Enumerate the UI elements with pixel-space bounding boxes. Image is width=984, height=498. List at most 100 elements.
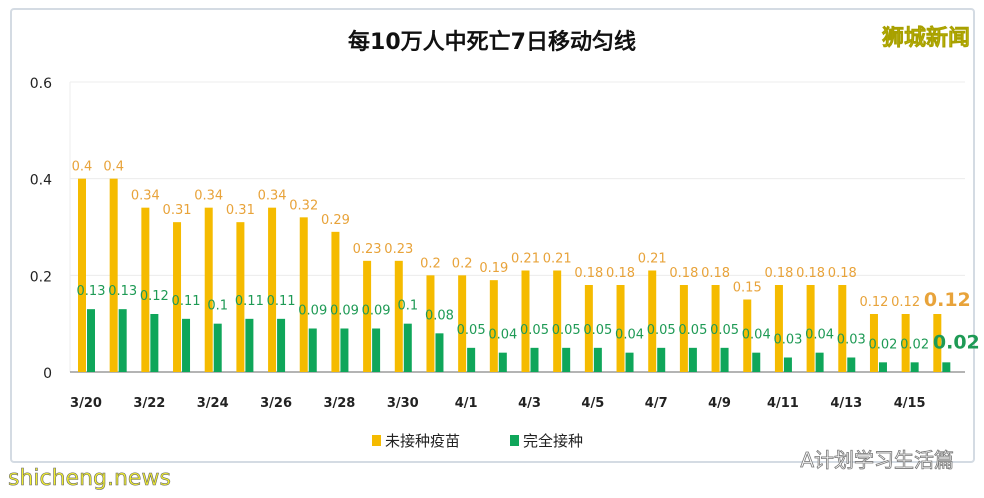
- x-tick-label: 3/20: [70, 396, 102, 411]
- bar-vaccinated: [878, 362, 887, 372]
- bar-vaccinated: [910, 362, 919, 372]
- data-label: 0.21: [511, 252, 540, 267]
- bar-unvaccinated: [141, 207, 150, 372]
- legend: 未接种疫苗 完全接种: [372, 430, 583, 451]
- data-label: 0.12: [924, 289, 971, 311]
- y-tick-label: 0.6: [30, 76, 52, 92]
- chart-frame: [10, 8, 975, 463]
- bar-vaccinated: [340, 328, 349, 372]
- bar-unvaccinated: [236, 222, 245, 372]
- y-tick-label: 0: [43, 366, 52, 382]
- legend-label: 未接种疫苗: [385, 432, 461, 450]
- bar-unvaccinated: [489, 280, 498, 372]
- bar-vaccinated: [720, 347, 729, 372]
- bar-unvaccinated: [711, 285, 720, 372]
- data-label: 0.23: [353, 242, 382, 257]
- data-label: 0.12: [140, 289, 169, 304]
- x-tick-label: 4/15: [894, 396, 926, 411]
- data-label: 0.02: [900, 337, 929, 352]
- legend-item-vaccinated: 完全接种: [510, 430, 583, 451]
- data-label: 0.09: [330, 304, 359, 319]
- data-label: 0.13: [108, 284, 137, 299]
- data-label: 0.31: [163, 203, 192, 218]
- bar-unvaccinated: [933, 314, 942, 372]
- bar-unvaccinated: [109, 178, 118, 372]
- bar-unvaccinated: [553, 270, 562, 372]
- data-label: 0.18: [701, 266, 730, 281]
- legend-label: 完全接种: [523, 432, 584, 450]
- bar-vaccinated: [245, 318, 254, 372]
- data-label: 0.04: [488, 328, 517, 343]
- bar-vaccinated: [87, 309, 95, 372]
- data-label: 0.05: [583, 323, 612, 338]
- x-tick-label: 3/22: [133, 396, 165, 411]
- bar-vaccinated: [593, 347, 602, 372]
- bar-unvaccinated: [806, 285, 815, 372]
- data-label: 0.1: [397, 299, 418, 314]
- data-label: 0.02: [933, 331, 980, 353]
- bar-vaccinated: [657, 347, 666, 372]
- bar-vaccinated: [625, 352, 634, 372]
- data-label: 0.03: [773, 333, 802, 348]
- data-label: 0.34: [194, 189, 223, 204]
- x-tick-label: 3/28: [323, 396, 355, 411]
- wechat-watermark: A计划学习生活篇: [800, 448, 954, 473]
- bar-unvaccinated: [458, 275, 467, 372]
- x-tick-label: 4/1: [455, 396, 478, 411]
- bar-unvaccinated: [648, 270, 657, 372]
- data-label: 0.19: [479, 261, 508, 276]
- data-label: 0.34: [131, 189, 160, 204]
- y-tick-label: 0.4: [30, 173, 52, 189]
- data-label: 0.05: [710, 323, 739, 338]
- bar-unvaccinated: [78, 178, 86, 372]
- bar-vaccinated: [847, 357, 856, 372]
- bar-unvaccinated: [426, 275, 435, 372]
- bar-unvaccinated: [394, 260, 403, 372]
- data-label: 0.02: [868, 337, 897, 352]
- data-label: 0.11: [267, 294, 296, 309]
- data-label: 0.03: [837, 333, 866, 348]
- x-tick-label: 4/5: [581, 396, 604, 411]
- chart-title: 每10万人中死亡7日移动匀线: [348, 30, 636, 55]
- x-tick-label: 4/7: [645, 396, 668, 411]
- bar-vaccinated: [562, 347, 571, 372]
- bar-vaccinated: [150, 314, 159, 372]
- data-label: 0.18: [764, 266, 793, 281]
- data-label: 0.12: [859, 295, 888, 310]
- bar-vaccinated: [815, 352, 824, 372]
- bar-vaccinated: [783, 357, 792, 372]
- bar-unvaccinated: [743, 299, 752, 372]
- data-label: 0.04: [615, 328, 644, 343]
- x-tick-label: 4/11: [767, 396, 799, 411]
- bar-unvaccinated: [204, 207, 213, 372]
- bar-vaccinated: [467, 347, 476, 372]
- bar-vaccinated: [182, 318, 191, 372]
- bar-vaccinated: [752, 352, 761, 372]
- bar-unvaccinated: [173, 222, 182, 372]
- x-tick-label: 4/3: [518, 396, 541, 411]
- data-label: 0.05: [552, 323, 581, 338]
- x-tick-label: 4/13: [830, 396, 862, 411]
- data-label: 0.31: [226, 203, 255, 218]
- data-label: 0.2: [452, 256, 473, 271]
- data-label: 0.11: [235, 294, 264, 309]
- data-label: 0.21: [543, 252, 572, 267]
- data-label: 0.11: [172, 294, 201, 309]
- data-label: 0.12: [891, 295, 920, 310]
- x-tick-label: 4/9: [708, 396, 731, 411]
- x-tick-label: 3/26: [260, 396, 292, 411]
- x-tick-label: 3/24: [197, 396, 229, 411]
- data-label: 0.15: [733, 281, 762, 296]
- bar-unvaccinated: [299, 217, 308, 372]
- data-label: 0.09: [298, 304, 327, 319]
- bar-unvaccinated: [679, 285, 688, 372]
- bar-vaccinated: [308, 328, 317, 372]
- data-label: 0.04: [805, 328, 834, 343]
- bar-unvaccinated: [774, 285, 783, 372]
- bar-vaccinated: [942, 362, 951, 372]
- x-tick-label: 3/30: [387, 396, 419, 411]
- bar-unvaccinated: [901, 314, 910, 372]
- data-label: 0.34: [258, 189, 287, 204]
- logo: 狮城新闻: [881, 26, 971, 52]
